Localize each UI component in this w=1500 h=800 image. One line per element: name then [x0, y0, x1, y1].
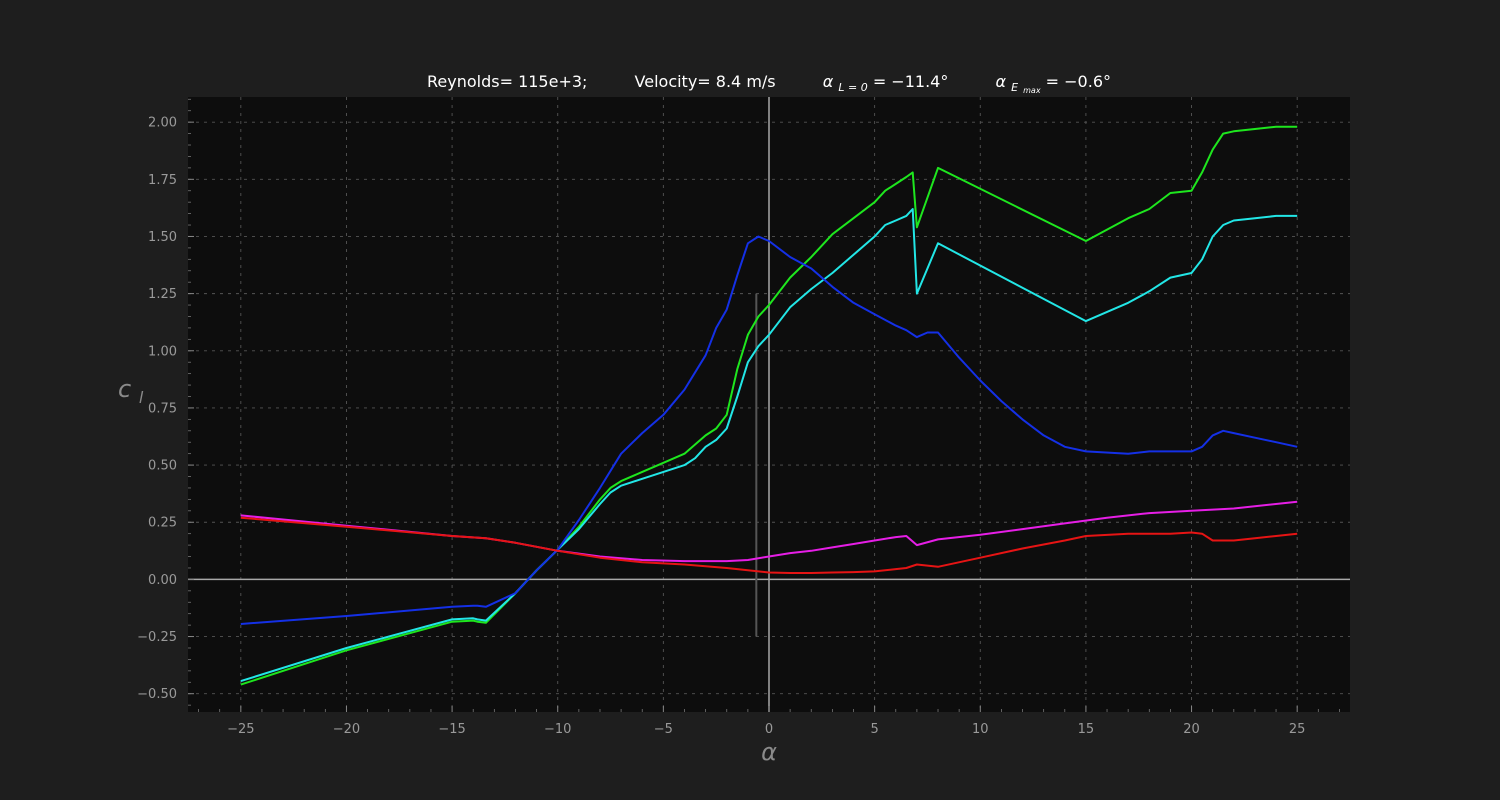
series-line-4: [240, 516, 1298, 574]
y-axis-label-subscript: l: [139, 388, 144, 407]
x-ticks: −25 −20 −15 −10 −5 0 5 10 15 20 25: [198, 706, 1340, 737]
chart-title: Reynolds= 115e+3; Velocity= 8.4 m/s α L …: [427, 72, 1111, 97]
x-tick-label: 25: [1289, 722, 1306, 737]
y-axis-label: c l: [118, 375, 144, 407]
x-tick-label: −10: [544, 722, 571, 737]
title-alpha-emax-subsubscript: max: [1023, 86, 1041, 95]
x-tick-label: 10: [972, 722, 989, 737]
y-tick-label: 0.50: [148, 459, 177, 474]
title-alpha-emax-symbol: α: [995, 72, 1006, 91]
title-alpha-l0-symbol: α: [823, 72, 834, 91]
title-alpha-emax-value: = −0.6°: [1046, 72, 1111, 91]
title-reynolds: Reynolds= 115e+3;: [427, 72, 587, 91]
series-line-2: [240, 235, 1298, 625]
y-tick-label: 1.00: [148, 344, 177, 359]
y-axis-label-main: c: [118, 375, 131, 403]
series-layer: [240, 125, 1298, 686]
y-tick-label: −0.50: [137, 687, 177, 702]
x-tick-label: 5: [870, 722, 878, 737]
y-tick-label: 1.25: [148, 287, 177, 302]
y-tick-label: −0.25: [137, 630, 177, 645]
title-velocity: Velocity= 8.4 m/s: [635, 72, 776, 91]
zero-axis-lines: [188, 97, 1350, 712]
x-tick-label: −5: [654, 722, 673, 737]
x-tick-label: 20: [1183, 722, 1200, 737]
y-tick-label: 0.25: [148, 516, 177, 531]
x-tick-label: −25: [227, 722, 254, 737]
x-tick-label: −15: [438, 722, 465, 737]
x-axis-label: α: [761, 738, 777, 766]
y-tick-label: 2.00: [148, 116, 177, 131]
title-alpha-emax-subscript: E: [1011, 81, 1018, 94]
title-alpha-l0-value: = −11.4°: [873, 72, 949, 91]
y-ticks: −0.50 −0.25 0.00 0.25 0.50 0.75 1.00 1.25 1.50 1.…: [137, 98, 194, 706]
x-tick-label: −20: [333, 722, 360, 737]
y-tick-label: 0.00: [148, 573, 177, 588]
y-tick-label: 1.75: [148, 173, 177, 188]
x-tick-label: 0: [765, 722, 773, 737]
y-tick-label: 0.75: [148, 401, 177, 416]
y-tick-label: 1.50: [148, 230, 177, 245]
x-tick-label: 15: [1078, 722, 1095, 737]
title-alpha-l0-subscript: L = 0: [838, 81, 867, 94]
